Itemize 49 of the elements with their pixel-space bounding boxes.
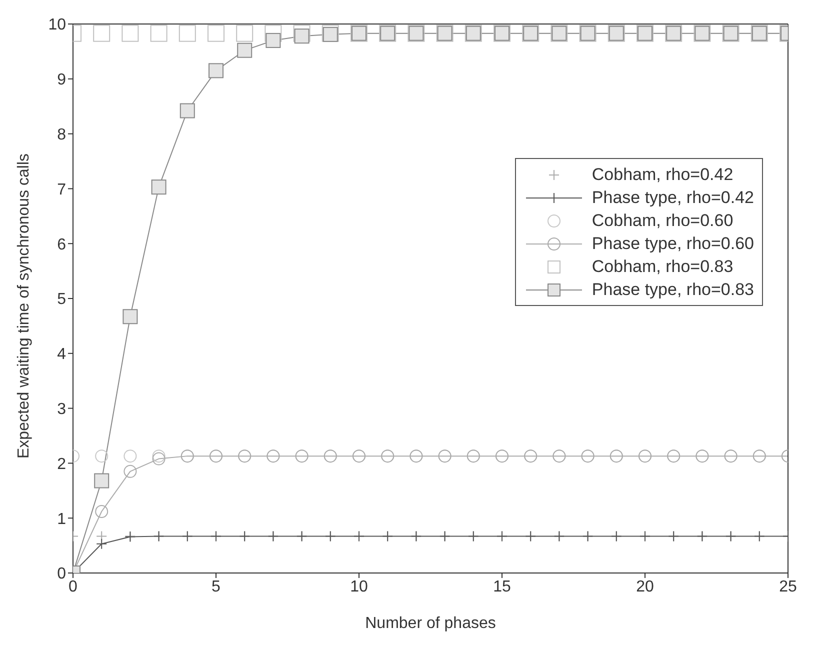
legend-label: Phase type, rho=0.42 <box>592 187 754 209</box>
y-tick-label: 10 <box>48 16 66 34</box>
point <box>122 309 138 324</box>
y-tick-label: 5 <box>57 291 66 308</box>
point <box>178 24 196 42</box>
y-tick-label: 3 <box>57 400 66 418</box>
x-tick-label: 5 <box>212 578 221 596</box>
point <box>124 450 137 463</box>
point <box>208 63 224 78</box>
x-tick-label: 20 <box>636 578 654 596</box>
point <box>95 505 108 518</box>
point <box>96 530 108 542</box>
point <box>152 450 166 463</box>
y-tick-label: 0 <box>57 566 66 583</box>
point <box>122 24 139 42</box>
y-axis-title: Expected waiting time of synchronous calls <box>16 153 33 458</box>
x-tick-label: 15 <box>493 578 511 596</box>
point <box>96 538 108 550</box>
point <box>237 42 252 58</box>
point <box>94 473 110 488</box>
point <box>264 24 282 42</box>
point <box>266 32 281 48</box>
point <box>180 103 195 118</box>
point <box>152 452 166 466</box>
legend-label: Phase type, rho=0.83 <box>592 279 754 301</box>
point <box>124 464 137 478</box>
y-tick-label: 2 <box>57 456 66 473</box>
x-tick-label: 10 <box>350 578 368 596</box>
x-tick-label: 25 <box>779 578 797 596</box>
y-tick-label: 6 <box>57 236 66 254</box>
legend-label: Cobham, rho=0.60 <box>592 210 734 232</box>
legend-label: Cobham, rho=0.83 <box>592 256 734 278</box>
point <box>294 28 310 44</box>
point <box>95 450 108 463</box>
legend-label: Phase type, rho=0.60 <box>592 233 754 255</box>
point <box>236 24 254 42</box>
point <box>150 24 168 42</box>
y-tick-label: 8 <box>57 126 66 144</box>
point <box>208 24 224 42</box>
y-tick-label: 4 <box>57 346 66 364</box>
y-tick-label: 9 <box>57 72 66 89</box>
point <box>151 180 166 195</box>
point <box>293 24 310 42</box>
y-tick-label: 7 <box>57 181 66 198</box>
y-tick-label: 1 <box>57 510 66 528</box>
x-axis-title: Number of phases <box>365 615 496 632</box>
legend-label: Cobham, rho=0.42 <box>592 164 734 186</box>
x-tick-label: 0 <box>68 578 78 596</box>
point <box>93 24 110 42</box>
